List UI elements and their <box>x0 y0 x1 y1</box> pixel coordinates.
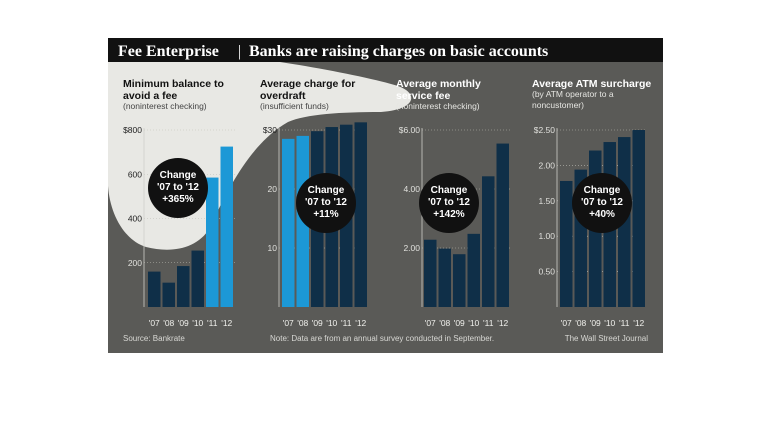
panel-title-line: overdraft <box>260 90 306 102</box>
change-badge <box>419 173 479 233</box>
change-badge-text: Change <box>584 185 621 196</box>
y-tick-label: $30 <box>263 125 277 135</box>
change-badge <box>572 173 632 233</box>
x-tick-label: '07 <box>561 318 572 328</box>
bar-1-07 <box>148 271 161 307</box>
bar-3-12 <box>496 143 509 307</box>
y-tick-label: 4.00 <box>403 184 420 194</box>
change-badge-text: +11% <box>313 209 338 220</box>
y-tick-label: 1.50 <box>538 196 555 206</box>
x-tick-label: '08 <box>439 318 450 328</box>
y-tick-label: 20 <box>268 184 278 194</box>
x-tick-label: '10 <box>192 318 203 328</box>
y-tick-label: 2.00 <box>538 160 555 170</box>
x-tick-label: '08 <box>297 318 308 328</box>
y-tick-label: 200 <box>128 258 142 268</box>
panel-subtitle-line: noncustomer) <box>532 100 584 110</box>
header-title: Fee Enterprise <box>118 43 219 60</box>
bar-2-07 <box>282 138 295 307</box>
change-badge <box>296 173 356 233</box>
x-tick-label: '10 <box>604 318 615 328</box>
y-tick-label: 1.00 <box>538 231 555 241</box>
bar-1-08 <box>162 282 175 307</box>
panel-title-line: avoid a fee <box>123 90 177 102</box>
x-tick-label: '07 <box>425 318 436 328</box>
footer-note: Note: Data are from an annual survey con… <box>270 334 494 343</box>
header-subtitle: Banks are raising charges on basic accou… <box>249 43 548 60</box>
y-tick-label: 10 <box>268 243 278 253</box>
y-tick-label: 600 <box>128 169 142 179</box>
header-bar <box>108 38 663 62</box>
x-tick-label: '09 <box>454 318 465 328</box>
panel-title-line: Average charge for <box>260 78 355 90</box>
x-tick-label: '07 <box>149 318 160 328</box>
change-badge-text: +40% <box>589 209 615 220</box>
x-tick-label: '12 <box>355 318 366 328</box>
panel-subtitle-line: (insufficient funds) <box>260 101 329 111</box>
x-tick-label: '12 <box>497 318 508 328</box>
change-badge-text: +142% <box>433 209 465 220</box>
bar-3-11 <box>482 176 495 307</box>
y-tick-label: $2.50 <box>534 125 556 135</box>
x-tick-label: '12 <box>633 318 644 328</box>
bar-3-07 <box>424 239 437 307</box>
bar-4-07 <box>560 180 573 307</box>
x-tick-label: '10 <box>326 318 337 328</box>
bar-1-09 <box>177 266 190 307</box>
chart-panel-4: Average ATM surcharge(by ATM operator to… <box>532 78 651 328</box>
footer-source: Source: Bankrate <box>123 334 185 343</box>
panel-title-line: Average monthly <box>396 78 481 90</box>
change-badge-text: Change <box>431 185 468 196</box>
footer-credit: The Wall Street Journal <box>565 334 649 343</box>
bar-2-12 <box>354 122 367 307</box>
change-badge <box>148 158 208 218</box>
x-tick-label: '08 <box>575 318 586 328</box>
bar-4-12 <box>632 130 645 307</box>
x-tick-label: '11 <box>619 318 630 328</box>
y-tick-label: 0.50 <box>538 267 555 277</box>
x-tick-label: '10 <box>468 318 479 328</box>
x-tick-label: '11 <box>341 318 352 328</box>
change-badge-text: '07 to '12 <box>157 182 199 193</box>
panel-subtitle-line: (by ATM operator to a <box>532 89 614 99</box>
change-badge-text: Change <box>160 170 197 181</box>
x-tick-label: '09 <box>178 318 189 328</box>
panel-title-line: Average ATM surcharge <box>532 78 651 90</box>
header-separator: | <box>238 43 241 60</box>
chart-panel-2: Average charge foroverdraft(insufficient… <box>260 78 369 328</box>
change-badge-text: '07 to '12 <box>305 197 347 208</box>
panel-subtitle-line: (noninterest checking) <box>396 101 480 111</box>
y-tick-label: $800 <box>123 125 142 135</box>
x-tick-label: '09 <box>590 318 601 328</box>
bar-3-10 <box>467 233 480 307</box>
change-badge-text: Change <box>308 185 345 196</box>
panel-subtitle-line: (noninterest checking) <box>123 101 207 111</box>
y-tick-label: 400 <box>128 214 142 224</box>
x-tick-label: '07 <box>283 318 294 328</box>
x-tick-label: '11 <box>207 318 218 328</box>
x-tick-label: '09 <box>312 318 323 328</box>
y-tick-label: 2.00 <box>403 243 420 253</box>
bar-1-12 <box>220 146 233 307</box>
bar-1-10 <box>191 250 204 307</box>
change-badge-text: '07 to '12 <box>428 197 470 208</box>
panel-title-line: Minimum balance to <box>123 78 224 90</box>
x-tick-label: '11 <box>483 318 494 328</box>
bar-1-11 <box>206 177 219 307</box>
y-tick-label: $6.00 <box>399 125 421 135</box>
bar-3-08 <box>438 248 451 307</box>
change-badge-text: '07 to '12 <box>581 197 623 208</box>
change-badge-text: +365% <box>162 194 194 205</box>
bar-3-09 <box>453 254 466 307</box>
x-tick-label: '12 <box>221 318 232 328</box>
x-tick-label: '08 <box>163 318 174 328</box>
panel-title-line: service fee <box>396 90 450 102</box>
